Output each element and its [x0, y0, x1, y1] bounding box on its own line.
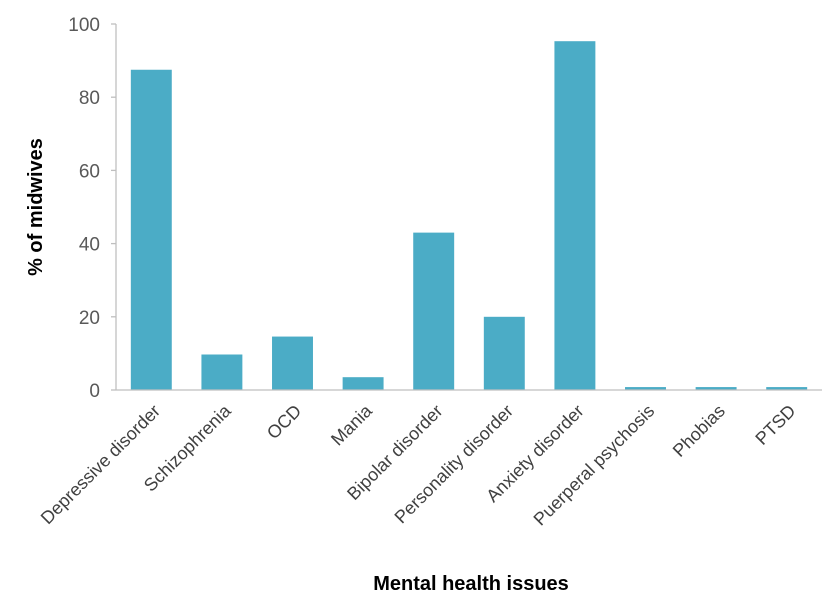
x-category-label: Puerperal psychosis	[530, 401, 659, 530]
y-tick-label: 80	[79, 88, 100, 109]
x-category-label: OCD	[263, 401, 305, 443]
x-category-label: Phobias	[669, 401, 729, 461]
x-category-label: Personality disorder	[391, 401, 518, 528]
bar	[554, 41, 596, 391]
bar	[201, 354, 243, 390]
bar	[342, 377, 384, 390]
bar	[766, 387, 808, 390]
x-category-label: PTSD	[751, 401, 799, 449]
bar	[483, 316, 525, 390]
y-tick-label: 20	[79, 308, 100, 329]
x-axis-title: Mental health issues	[373, 573, 569, 595]
bars	[130, 41, 808, 391]
bar	[272, 336, 313, 390]
y-tick-label: 60	[79, 161, 100, 182]
bar	[625, 387, 666, 390]
y-tick-label: 0	[89, 381, 100, 402]
y-tick-label: 40	[79, 235, 100, 256]
x-category-label: Mania	[327, 400, 377, 450]
y-tick-label: 100	[68, 15, 100, 36]
bar	[413, 232, 455, 390]
bar	[130, 69, 172, 390]
y-axis-ticks: 0 20 40 60 80 100	[68, 15, 116, 402]
bar	[695, 387, 737, 390]
x-category-label: Depressive disorder	[37, 401, 164, 528]
y-axis-title: % of midwives	[25, 138, 47, 276]
